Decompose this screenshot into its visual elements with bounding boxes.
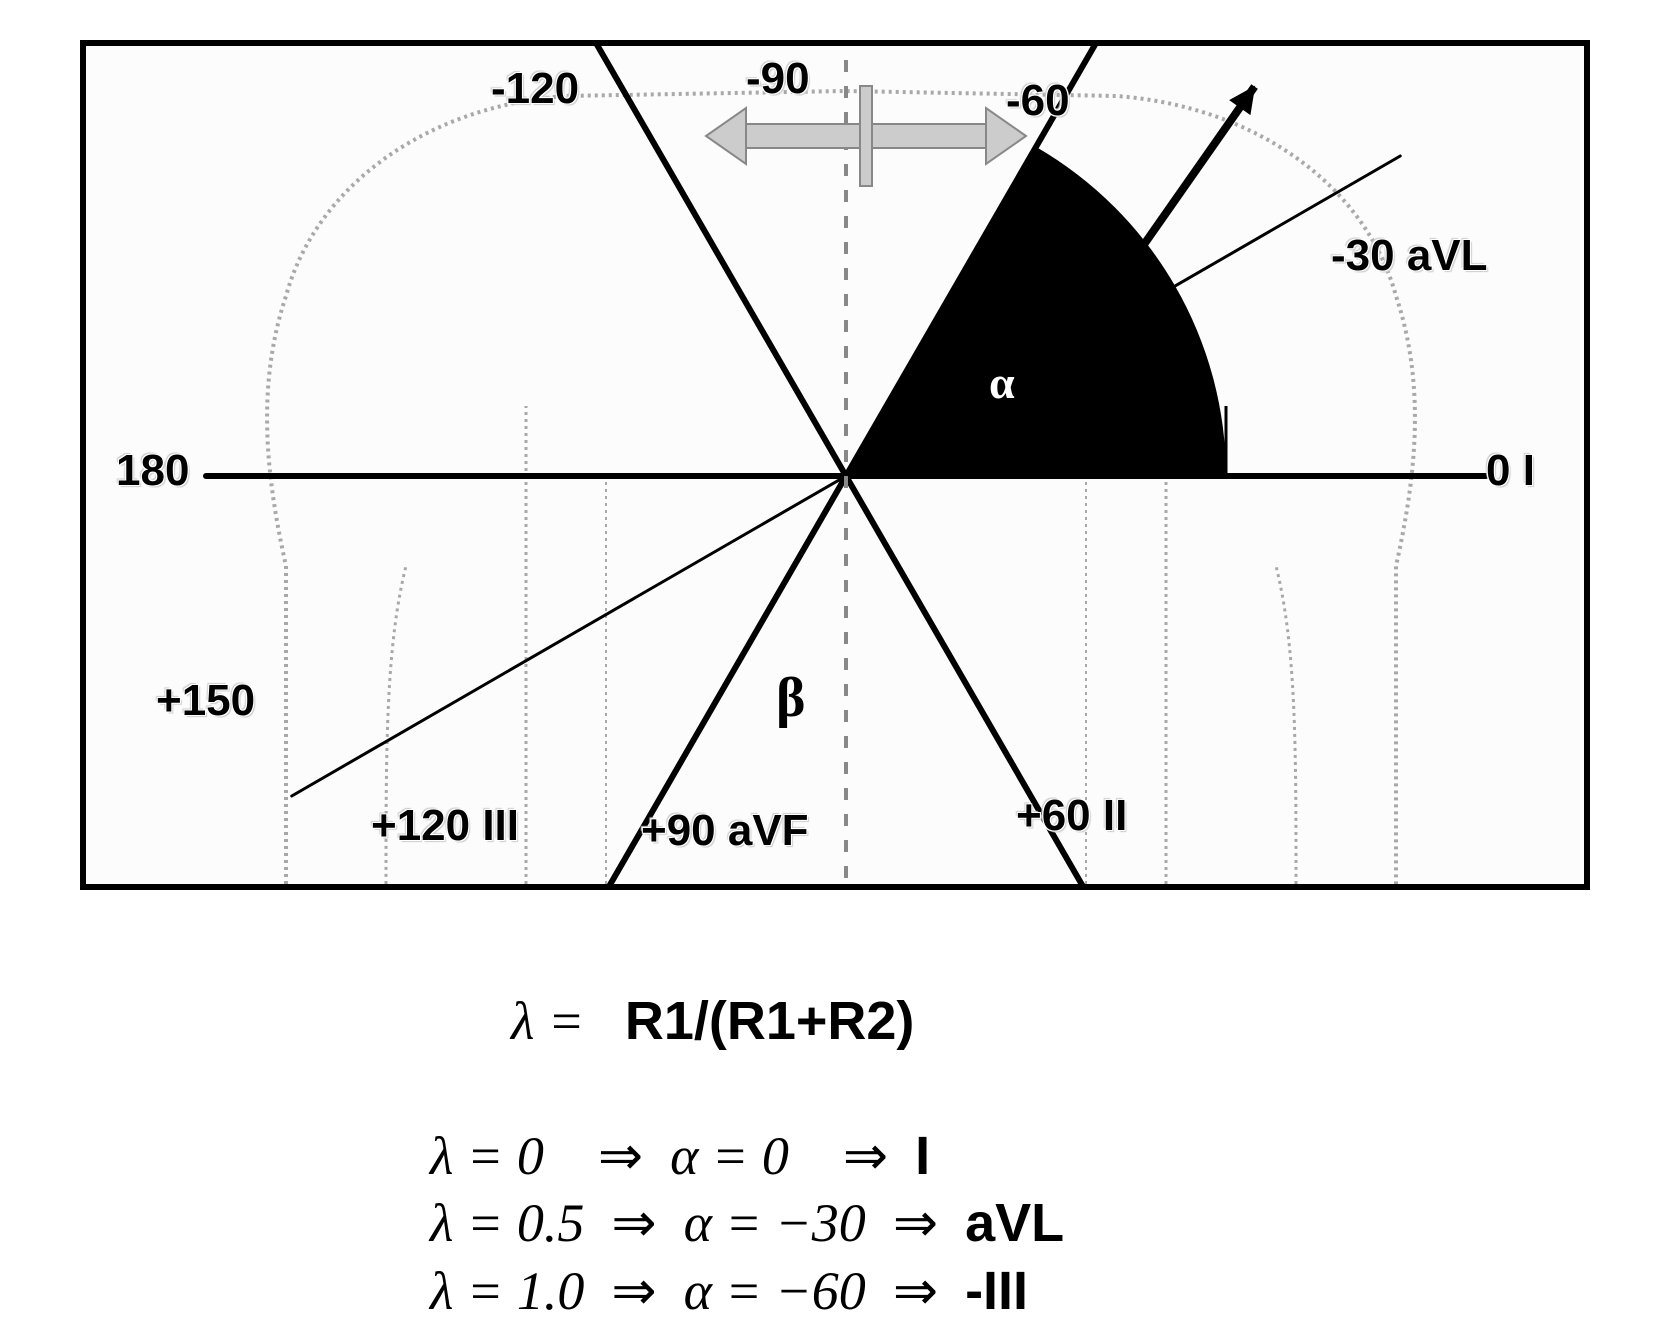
- angle-label: -120: [491, 64, 579, 114]
- shaded-sector: [846, 147, 1226, 476]
- angle-label: α: [989, 356, 1015, 409]
- formula-line-definition: λ = R1/(R1+R2): [430, 920, 1064, 1123]
- formula-block: λ = R1/(R1+R2) λ = 0 ⇒ α = 0 ⇒ Iλ = 0.5 …: [430, 920, 1064, 1325]
- hexaxial-diagram-frame: -90 -120 -60 -30 aVL 0 I 180 +150 +120 III +90 a…: [80, 40, 1590, 890]
- angle-label: +150: [156, 676, 255, 726]
- formula-row: λ = 0.5 ⇒ α = −30 ⇒ aVL: [430, 1190, 1064, 1258]
- angle-label: +60 II: [1016, 791, 1127, 841]
- angle-label: -90: [746, 54, 810, 104]
- angle-label: +90 aVF: [641, 806, 809, 856]
- formula-row: λ = 0 ⇒ α = 0 ⇒ I: [430, 1123, 1064, 1191]
- formula-rhs: R1/(R1+R2): [625, 991, 915, 1051]
- formula-row: λ = 1.0 ⇒ α = −60 ⇒ -III: [430, 1258, 1064, 1325]
- angle-label: -30 aVL: [1331, 231, 1488, 281]
- hexaxial-svg: [86, 46, 1584, 884]
- angle-label: 180: [116, 446, 189, 496]
- page: -90 -120 -60 -30 aVL 0 I 180 +150 +120 III +90 a…: [0, 0, 1673, 1239]
- angle-label: -60: [1006, 76, 1070, 126]
- formula-rows: λ = 0 ⇒ α = 0 ⇒ Iλ = 0.5 ⇒ α = −30 ⇒ aVL…: [430, 1123, 1064, 1325]
- angle-label: β: [776, 666, 806, 730]
- angle-label: +120 III: [371, 801, 519, 851]
- angle-label: 0 I: [1486, 446, 1535, 496]
- lambda-symbol: λ =: [511, 991, 584, 1051]
